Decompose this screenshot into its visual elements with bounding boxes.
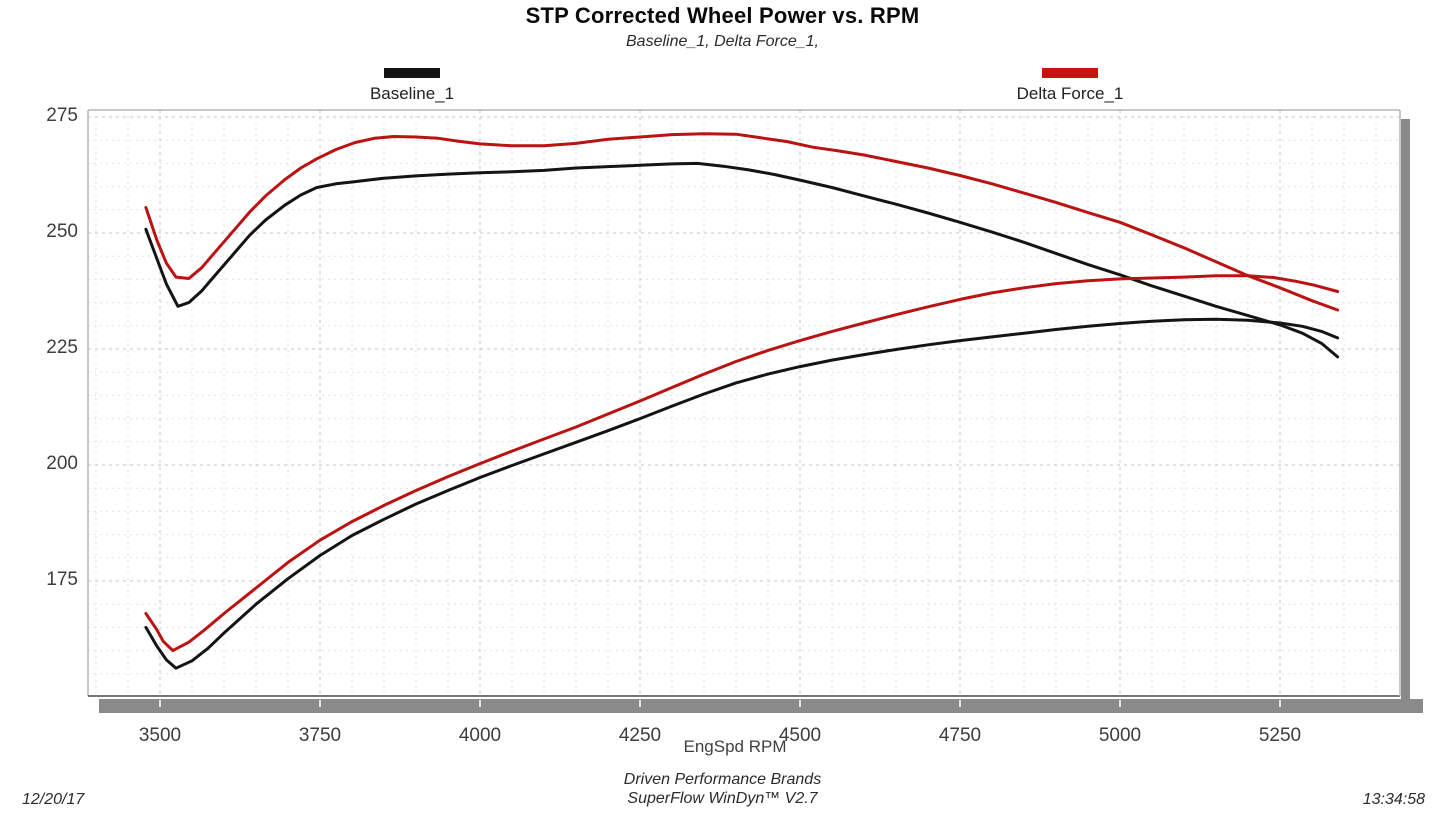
y-tick-label: 275: [46, 105, 78, 126]
print-time: 13:34:58: [1362, 791, 1425, 808]
x-tick-label: 3750: [298, 725, 342, 746]
y-tick-label: 250: [46, 221, 78, 242]
legend-entry-baseline: Baseline_1: [327, 66, 497, 104]
series-line-baseline-1-upper: [144, 161, 1340, 359]
y-tick-label: 200: [46, 453, 78, 474]
x-tick-label: 5000: [1098, 725, 1142, 746]
legend-label-baseline: Baseline_1: [369, 84, 455, 103]
legend-swatch-baseline: [384, 68, 440, 78]
x-tick-label: 4500: [778, 725, 822, 746]
x-tick-label: 4250: [618, 725, 662, 746]
chart-subtitle: Baseline_1, Delta Force_1,: [626, 33, 819, 50]
x-tick-label: 4750: [938, 725, 982, 746]
right-shadow-bar: [1401, 119, 1410, 713]
series-line-delta-force-1-lower: [144, 274, 1340, 653]
y-tick-label: 175: [46, 569, 78, 590]
series-line-baseline-1-lower: [144, 317, 1340, 670]
x-tick-label: 5250: [1258, 725, 1302, 746]
x-tick-label: 4000: [458, 725, 502, 746]
series-line-delta-force-1-upper: [144, 132, 1340, 312]
brand-line-2: SuperFlow WinDyn™ V2.7: [627, 790, 818, 807]
brand-line-1: Driven Performance Brands: [623, 771, 822, 788]
chart-title: STP Corrected Wheel Power vs. RPM: [525, 3, 920, 28]
legend-swatch-delta: [1042, 68, 1098, 78]
legend-label-delta: Delta Force_1: [1016, 84, 1124, 103]
legend-entry-delta: Delta Force_1: [985, 66, 1155, 104]
x-tick-label: 3500: [138, 725, 182, 746]
y-tick-label: 225: [46, 337, 78, 358]
x-axis-bar: [99, 699, 1423, 713]
print-date: 12/20/17: [22, 791, 85, 808]
x-axis-title: EngSpd RPM: [683, 737, 787, 756]
